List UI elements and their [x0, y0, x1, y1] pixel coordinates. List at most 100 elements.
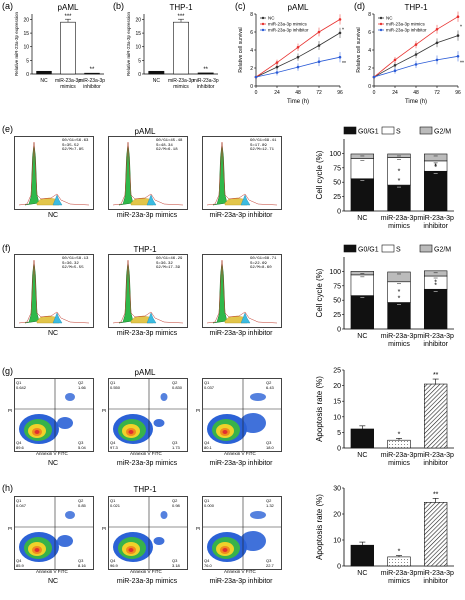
quadrant-value: 0.037: [204, 385, 215, 390]
histogram-caption: miR-23a-3p mimics: [116, 330, 178, 337]
density-peak: [34, 430, 40, 434]
y-tick-label: 5: [138, 58, 141, 64]
g2m-peak: [146, 194, 157, 206]
bar: [84, 72, 100, 75]
y-tick-label: 5: [337, 430, 341, 437]
y-tick-label: 20: [23, 17, 29, 23]
stacked-segment: [387, 271, 411, 283]
x-tick-label: miR-23a-3p: [168, 78, 194, 84]
legend-swatch: [381, 126, 395, 135]
quadrant-value: 22.7: [266, 563, 274, 568]
histogram-plot: [112, 141, 184, 206]
quadrant-name: Q1: [16, 498, 22, 503]
bar: [173, 21, 189, 75]
y-tick-label: 30: [333, 486, 341, 493]
quadrant-name: Q1: [204, 380, 210, 385]
g2m-peak: [240, 312, 251, 324]
y-tick-label: 100: [329, 269, 341, 276]
quadrant-name: Q3: [78, 440, 84, 445]
panel-label-g: (g): [2, 366, 13, 376]
significance-label: **: [433, 491, 439, 498]
panel-h-title: THP-1: [133, 485, 157, 494]
quadrant-label: Q1 0.642: [16, 380, 26, 390]
flow-dot-plot: [108, 496, 188, 570]
histogram-stats: G0/G1=46.29 S=36.32 G2/M=17.39: [156, 257, 182, 271]
y-axis-label: PI: [8, 526, 13, 531]
g2m-peak: [240, 194, 251, 206]
quadrant-label: Q3 3.18: [172, 558, 180, 568]
quadrant-label: Q2 0.98: [172, 498, 180, 508]
x-tick-label: mimics: [388, 223, 410, 230]
quadrant-name: Q4: [110, 440, 116, 445]
x-tick-label: inhibitor: [423, 460, 448, 467]
quadrant-value: 0.047: [16, 503, 27, 508]
significance-label: **: [203, 67, 208, 73]
bar: [387, 439, 411, 449]
quadrant-value: 1.66: [78, 385, 86, 390]
x-tick-label: miR-23a-3p: [381, 215, 418, 222]
y-tick-label: 20: [333, 512, 341, 519]
legend-marker: [261, 22, 265, 26]
panel-label-e: (e): [2, 124, 13, 134]
x-tick-label: inhibitor: [197, 84, 215, 90]
quadrant-value: 89.6: [16, 445, 24, 450]
legend-label: NC: [386, 16, 393, 21]
stat-line: G0/G1=69.41: [250, 139, 277, 143]
quadrant-value: 97.3: [110, 445, 118, 450]
density-peak: [222, 430, 228, 434]
legend-label: miR-23a-3p inhibitor: [268, 28, 309, 33]
cell-cycle-histogram: [108, 254, 188, 328]
quadrant-value: 0.000: [204, 503, 215, 508]
y-axis-label: Relative miR-23a-3p expression: [14, 11, 19, 76]
chart-e-cell-cycle: G0/G1 S G2/M 0 25 50 75 100 Cell cycle (%) NC * * mi…: [315, 126, 454, 230]
y-tick-label: 10: [333, 538, 341, 545]
histogram-stats: G0/G1=69.41 S=17.89 G2/M=12.71: [250, 139, 276, 153]
y-axis-label: Apoptosis rate (%): [315, 376, 324, 442]
dot-plot-canvas: [15, 379, 93, 451]
x-axis-label: Annexin V FITC: [224, 451, 256, 456]
legend-label: miR-23a-3p inhibitor: [386, 28, 427, 33]
y-tick-label: 0: [337, 564, 341, 571]
legend-label: miR-23a-3p mimics: [268, 22, 308, 27]
density-q2: [160, 393, 168, 401]
x-tick-label: 0: [255, 90, 258, 96]
quadrant-label: Q2 6.43: [266, 380, 274, 390]
quadrant-label: Q3 5.04: [78, 440, 86, 450]
quadrant-label: Q1 0.037: [204, 380, 214, 390]
density-tail: [153, 419, 165, 427]
density-tail: [240, 531, 266, 551]
quadrant-value: 5.04: [78, 445, 86, 450]
quadrant-value: 8.16: [78, 563, 86, 568]
density-q2: [65, 511, 75, 519]
quadrant-label: Q3 8.16: [78, 558, 86, 568]
dot-plot-canvas: [203, 379, 281, 451]
y-tick-label: 10: [333, 414, 341, 421]
stacked-segment: [424, 170, 448, 212]
legend-label: G2/M: [434, 247, 451, 254]
y-axis-label: PI: [102, 408, 107, 413]
stacked-segment: [424, 288, 448, 330]
stat-line: G2/M=17.39: [156, 266, 181, 270]
x-tick-label: mimics: [388, 341, 410, 348]
histogram-stats: G0/G1=45.48 S=48.34 G2/M=6.18: [156, 139, 182, 153]
stacked-segment: [387, 302, 411, 330]
stat-line: G0/G1=68.71: [250, 257, 277, 261]
x-tick-label: 96: [455, 90, 461, 96]
y-tick-label: 6: [368, 30, 371, 36]
fit-curve: [18, 259, 90, 324]
histogram-caption: NC: [47, 330, 59, 337]
fit-curve: [112, 259, 184, 324]
density-peak: [128, 430, 134, 434]
quadrant-name: Q2: [78, 498, 84, 503]
stat-line: S=17.89: [250, 143, 267, 148]
legend-swatch: [419, 126, 433, 135]
flow-plot-caption: NC: [47, 460, 59, 467]
x-tick-label: 96: [337, 90, 343, 96]
bar: [387, 556, 411, 567]
quadrant-value: 0.830: [172, 385, 183, 390]
stat-line: G2/M=6.18: [156, 148, 178, 152]
bar: [424, 383, 448, 449]
quadrant-value: 1.73: [172, 445, 180, 450]
stat-line: G0/G1=58.13: [62, 257, 89, 261]
